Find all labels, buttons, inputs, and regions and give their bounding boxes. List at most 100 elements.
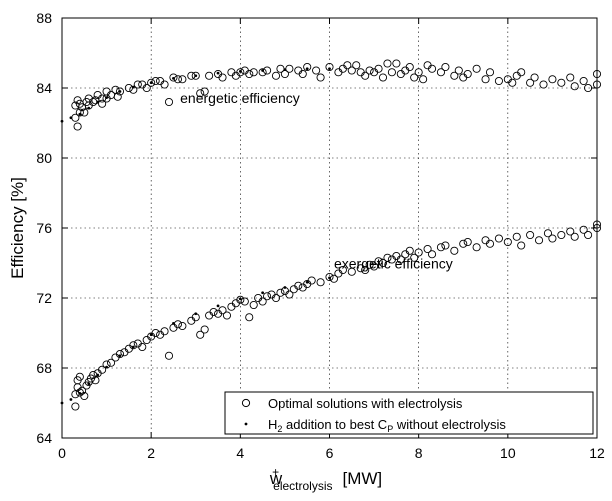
data-point-dot	[305, 67, 309, 71]
data-point-circle	[169, 73, 178, 82]
data-point-circle	[276, 288, 285, 297]
data-point-circle	[160, 80, 169, 89]
data-point-circle	[378, 73, 388, 82]
data-point-circle	[147, 78, 156, 87]
data-point-circle	[245, 69, 254, 79]
data-point-circle	[258, 68, 267, 77]
x-tick-label: 10	[500, 445, 516, 461]
data-point-circle	[263, 292, 272, 301]
series-energetic-optimal	[71, 59, 602, 131]
data-point-circle	[566, 73, 575, 82]
data-point-dot	[87, 382, 91, 386]
data-point-dot	[118, 354, 122, 358]
x-tick-label: 4	[236, 445, 244, 461]
x-axis-label: w+ electrolysis [MW]	[269, 465, 382, 493]
data-point-dot	[96, 100, 100, 104]
data-point-circle	[459, 239, 468, 248]
data-point-circle	[151, 328, 160, 338]
data-point-circle	[557, 230, 566, 240]
data-point-circle	[494, 234, 503, 243]
data-point-circle	[383, 253, 392, 262]
data-point-dot	[78, 112, 82, 116]
series-layer	[60, 59, 602, 411]
legend-h2-a: H	[268, 417, 277, 432]
x-tick-label: 8	[415, 445, 423, 461]
data-point-circle	[543, 229, 553, 238]
data-point-circle	[106, 358, 116, 367]
data-point-dot	[194, 312, 198, 316]
data-point-dot	[172, 321, 175, 325]
data-point-circle	[441, 62, 450, 72]
data-point-circle	[80, 108, 89, 117]
data-point-dot	[96, 373, 100, 377]
data-point-circle	[196, 89, 205, 98]
data-point-dot	[131, 85, 135, 89]
data-point-circle	[534, 236, 544, 245]
data-point-circle	[285, 290, 294, 299]
data-point-circle	[356, 264, 365, 273]
axis-ticks	[61, 17, 598, 439]
data-point-dot	[216, 71, 220, 75]
data-point-circle	[240, 297, 249, 306]
data-point-circle	[343, 61, 352, 70]
data-point-circle	[303, 62, 312, 72]
data-point-circle	[450, 246, 459, 255]
data-point-circle	[191, 71, 200, 80]
data-point-dot	[238, 69, 242, 73]
data-point-circle	[414, 68, 423, 77]
data-point-dot	[328, 276, 331, 280]
x-label-sup: +	[272, 465, 279, 479]
data-point-circle	[450, 71, 459, 80]
data-point-circle	[307, 276, 316, 285]
x-tick-label: 2	[147, 445, 155, 461]
data-point-circle	[374, 257, 383, 266]
data-point-circle	[370, 262, 379, 271]
data-point-dot	[283, 286, 287, 289]
data-point-circle	[570, 82, 579, 91]
data-point-circle	[316, 278, 325, 287]
data-point-circle	[517, 241, 526, 250]
data-point-circle	[472, 243, 481, 252]
data-point-dot	[149, 81, 153, 85]
data-point-dot	[283, 68, 287, 72]
data-point-circle	[570, 232, 579, 241]
data-point-circle	[133, 80, 142, 89]
data-point-circle	[200, 325, 209, 334]
data-point-circle	[463, 69, 472, 79]
data-point-dot	[149, 333, 153, 337]
data-point-circle	[249, 68, 258, 77]
data-point-dot	[238, 297, 242, 301]
data-point-dot	[328, 67, 331, 71]
data-point-circle	[539, 80, 548, 89]
x-label-unit: [MW]	[343, 469, 383, 488]
data-point-dot	[261, 291, 265, 295]
data-point-circle	[271, 71, 281, 80]
data-point-circle	[410, 253, 419, 262]
series-energetic-h2	[60, 67, 331, 123]
data-point-circle	[352, 61, 361, 70]
data-point-circle	[129, 341, 138, 350]
legend-dot-marker	[244, 422, 248, 426]
data-point-dot	[69, 398, 73, 401]
data-point-circle	[494, 76, 503, 86]
data-point-circle	[209, 307, 218, 317]
data-point-circle	[178, 321, 187, 331]
data-point-circle	[526, 78, 535, 87]
y-tick-label: 80	[36, 150, 52, 166]
data-point-circle	[78, 386, 87, 395]
annotation-exergetic: exergetic efficiency	[334, 255, 453, 271]
data-point-circle	[508, 78, 517, 87]
data-point-circle	[441, 241, 450, 250]
data-point-circle	[80, 391, 89, 401]
x-label-sub: electrolysis	[273, 479, 332, 493]
data-point-circle	[361, 265, 370, 275]
annotation-energetic: energetic efficiency	[180, 90, 300, 106]
data-point-circle	[142, 83, 151, 93]
data-point-circle	[579, 76, 588, 86]
data-point-circle	[75, 108, 84, 117]
data-point-circle	[347, 267, 356, 276]
data-point-circle	[419, 75, 428, 84]
data-point-circle	[258, 297, 267, 306]
